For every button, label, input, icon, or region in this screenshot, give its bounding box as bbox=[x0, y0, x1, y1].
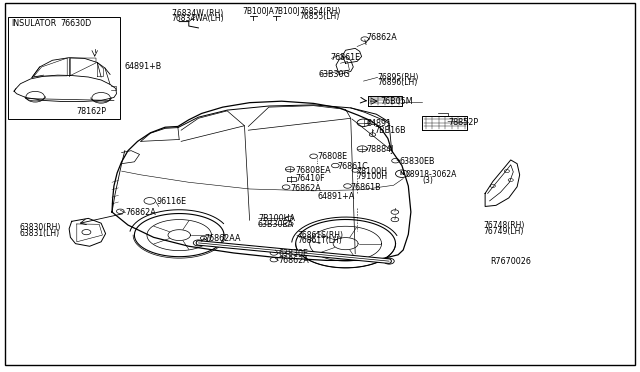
Text: 76862A: 76862A bbox=[125, 208, 156, 217]
Text: 63830(RH): 63830(RH) bbox=[19, 223, 61, 232]
Text: 76862AA: 76862AA bbox=[205, 234, 241, 243]
Text: INSULATOR: INSULATOR bbox=[12, 19, 57, 28]
Text: 76808EA: 76808EA bbox=[296, 166, 332, 174]
Text: 64891+A: 64891+A bbox=[317, 192, 355, 201]
Text: 76855(LH): 76855(LH) bbox=[300, 12, 340, 21]
Text: 76861T(LH): 76861T(LH) bbox=[297, 236, 342, 245]
Text: 7B100HA: 7B100HA bbox=[258, 214, 295, 223]
Text: 76630D: 76630D bbox=[61, 19, 92, 28]
Text: 63830E: 63830E bbox=[278, 249, 308, 258]
Text: 64891: 64891 bbox=[367, 119, 392, 128]
Text: 76808E: 76808E bbox=[317, 153, 348, 161]
Text: 7B100J: 7B100J bbox=[273, 7, 300, 16]
Text: 7B100JA: 7B100JA bbox=[242, 7, 274, 16]
Text: 76896(LH): 76896(LH) bbox=[378, 78, 418, 87]
Text: 76861C: 76861C bbox=[337, 162, 368, 171]
Text: 76834W (RH): 76834W (RH) bbox=[172, 9, 223, 17]
Circle shape bbox=[384, 258, 394, 264]
Text: 76B05M: 76B05M bbox=[380, 97, 413, 106]
Text: 63B30G: 63B30G bbox=[319, 70, 351, 79]
Text: 76861E: 76861E bbox=[330, 53, 360, 62]
Text: 76895(RH): 76895(RH) bbox=[378, 73, 419, 81]
Text: 96116E: 96116E bbox=[156, 197, 186, 206]
Text: R7670026: R7670026 bbox=[490, 257, 531, 266]
Text: 64891+B: 64891+B bbox=[125, 62, 162, 71]
Text: N: N bbox=[399, 171, 404, 176]
Text: 76862A: 76862A bbox=[290, 184, 321, 193]
Text: 76748(RH): 76748(RH) bbox=[483, 221, 525, 230]
Text: 63B30EA: 63B30EA bbox=[258, 220, 294, 229]
Bar bbox=[8, 17, 120, 119]
Text: 76861S(RH): 76861S(RH) bbox=[297, 231, 343, 240]
Text: 76861B: 76861B bbox=[350, 183, 381, 192]
Text: 78884J: 78884J bbox=[366, 145, 394, 154]
Text: 76862A: 76862A bbox=[367, 33, 397, 42]
Text: 78852P: 78852P bbox=[448, 118, 478, 126]
Text: (3): (3) bbox=[422, 176, 433, 185]
Text: 63830EB: 63830EB bbox=[400, 157, 435, 166]
Text: 79100H: 79100H bbox=[356, 172, 388, 181]
Text: 63831(LH): 63831(LH) bbox=[19, 229, 60, 238]
Text: 7BB16B: 7BB16B bbox=[374, 126, 406, 135]
Text: 78162P: 78162P bbox=[77, 107, 107, 116]
Text: 76749(LH): 76749(LH) bbox=[483, 227, 524, 236]
Text: 76862A: 76862A bbox=[278, 256, 309, 265]
Text: 78100H: 78100H bbox=[356, 167, 387, 176]
Text: 08918-3062A: 08918-3062A bbox=[406, 170, 457, 179]
Text: 76410F: 76410F bbox=[296, 174, 325, 183]
Circle shape bbox=[193, 240, 204, 246]
Text: 76834WA(LH): 76834WA(LH) bbox=[172, 14, 224, 23]
Text: 76854(RH): 76854(RH) bbox=[300, 7, 341, 16]
